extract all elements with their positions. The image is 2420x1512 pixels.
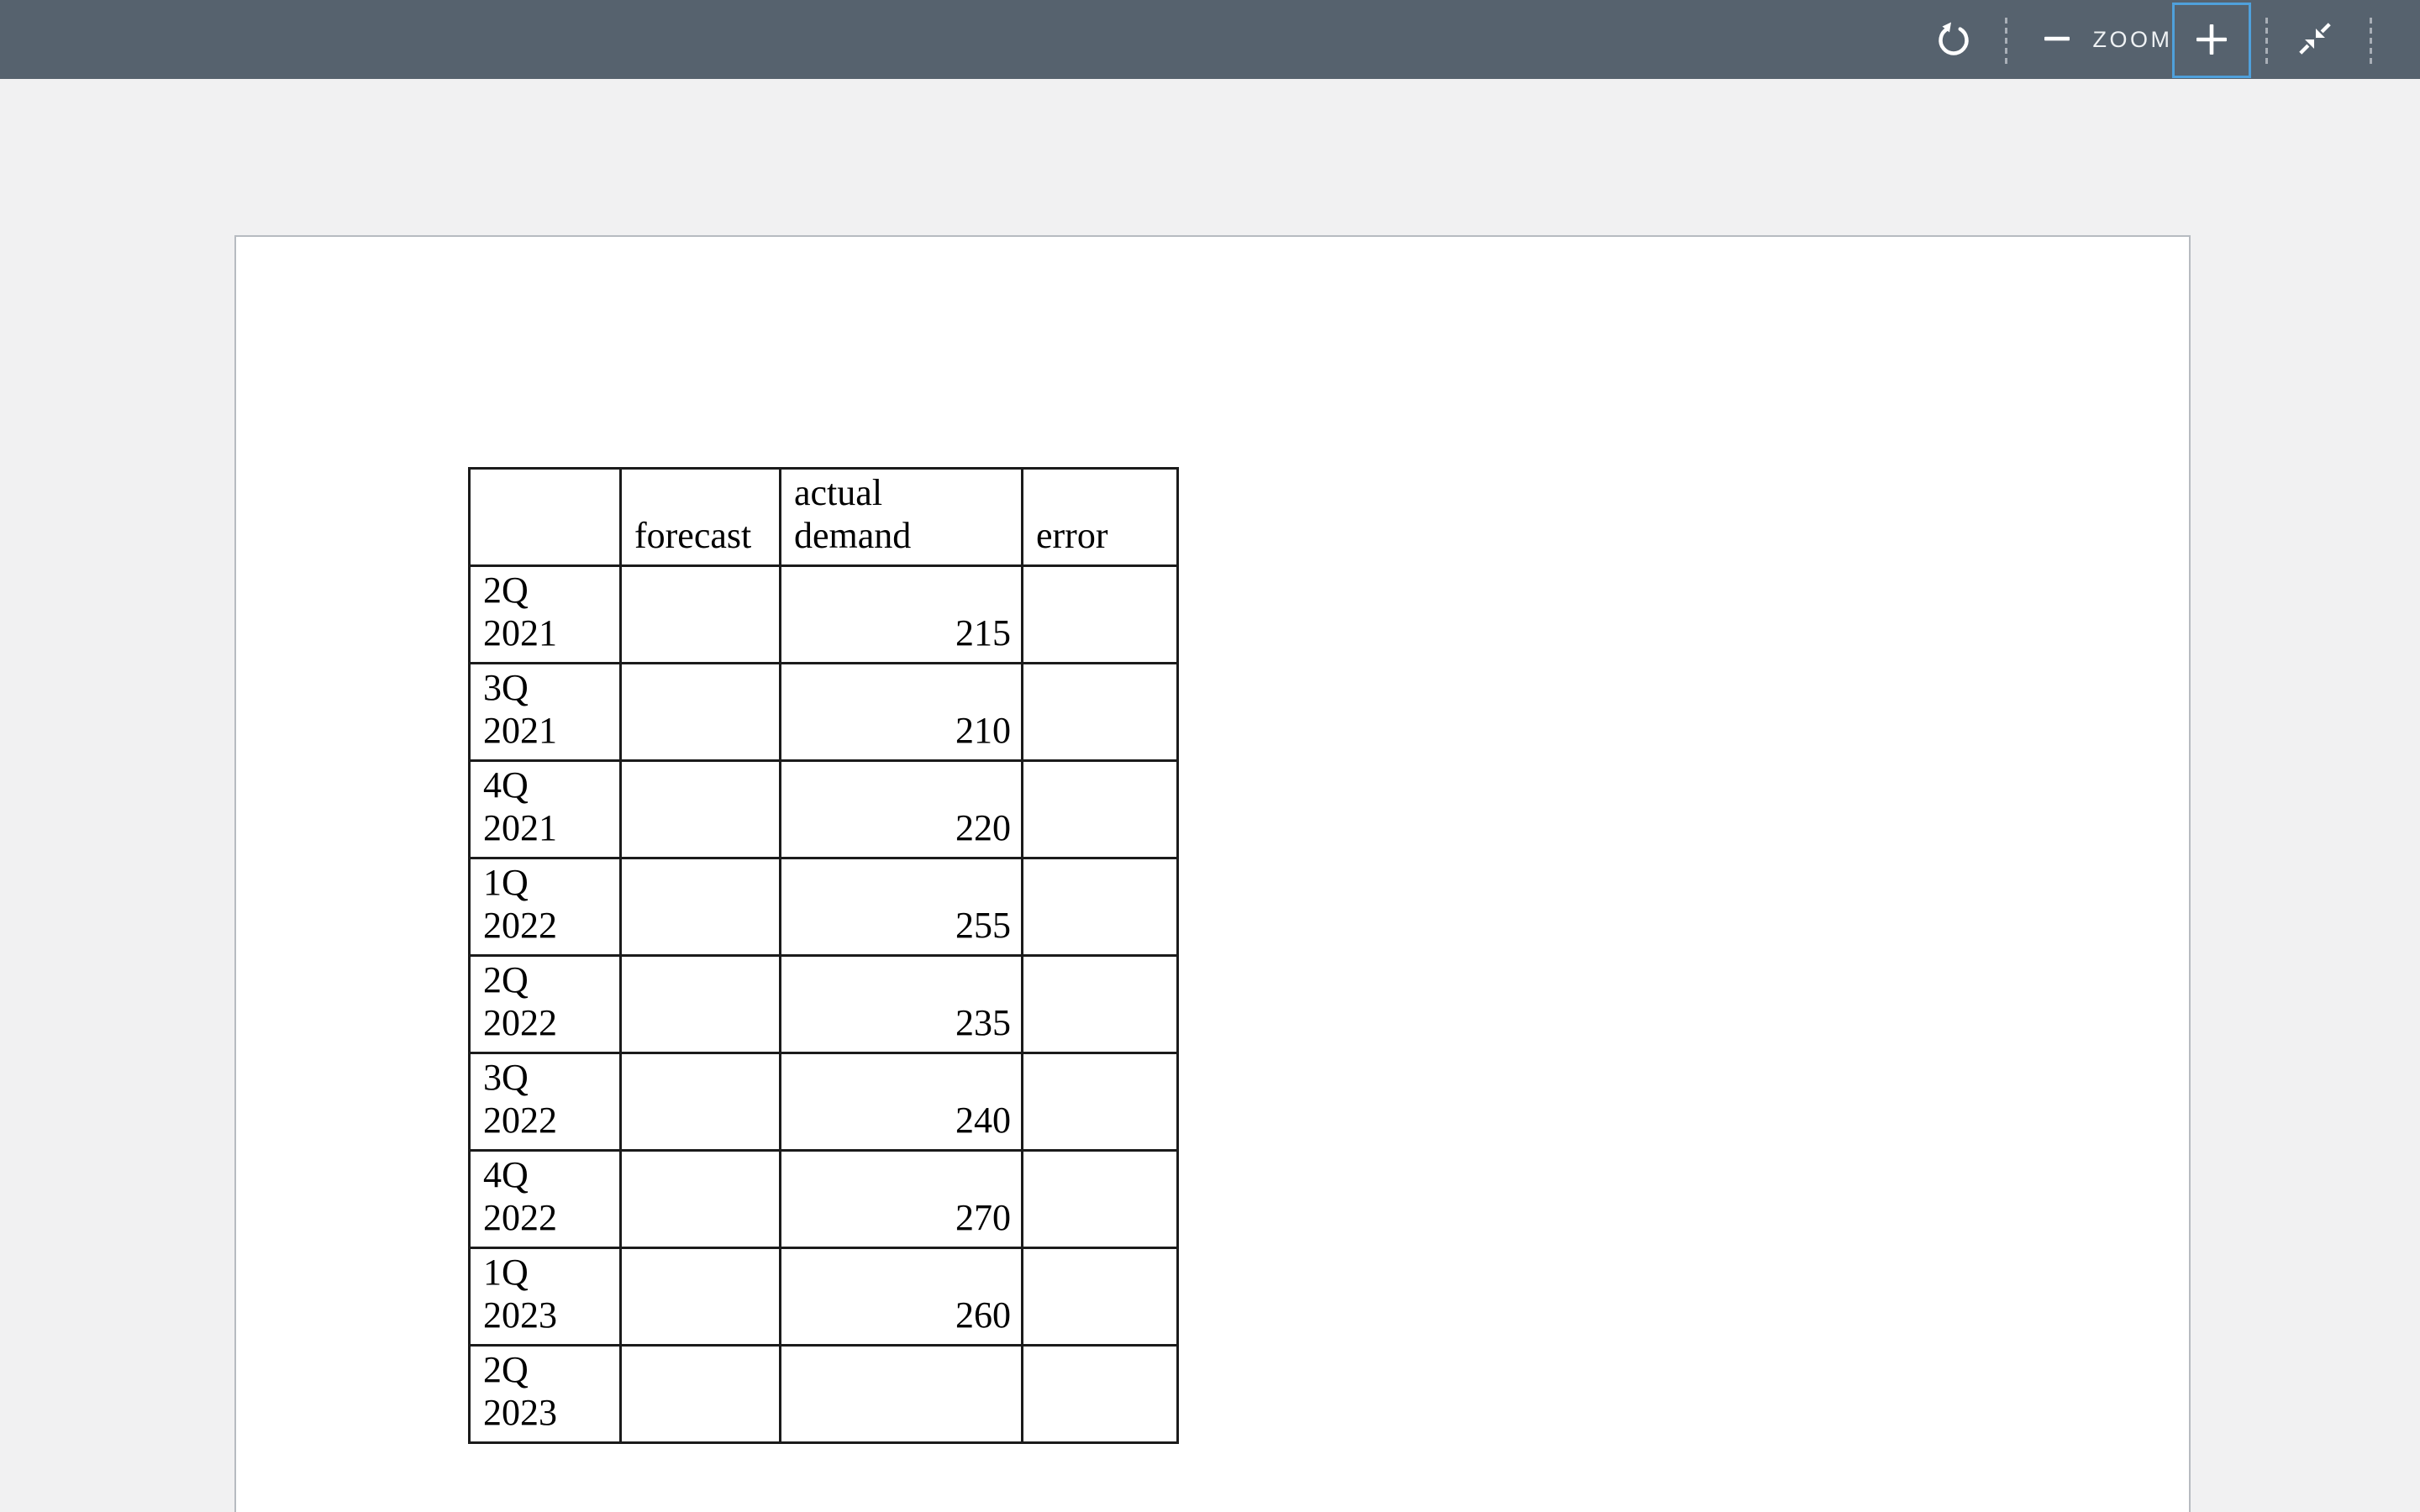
table-row: 3Q 2022 240 [468, 1052, 1179, 1152]
zoom-label: ZOOM [2092, 26, 2173, 52]
header-period [468, 467, 622, 567]
period-cell: 1Q 2022 [468, 857, 622, 957]
error-cell [1021, 662, 1179, 762]
error-cell [1021, 759, 1179, 859]
period-quarter: 2Q [483, 1349, 529, 1390]
forecast-cell [619, 1149, 781, 1249]
actual-demand-cell [779, 1344, 1023, 1444]
forecast-table: forecast actual demand error 2Q 2021 215 [468, 467, 1179, 1444]
period-cell: 2Q 2021 [468, 564, 622, 664]
actual-demand-cell: 235 [779, 954, 1023, 1054]
error-cell [1021, 857, 1179, 957]
actual-demand-cell: 240 [779, 1052, 1023, 1152]
period-quarter: 2Q [483, 570, 529, 611]
period-quarter: 2Q [483, 959, 529, 1000]
toolbar-divider [2370, 18, 2372, 65]
reset-icon [1933, 18, 1974, 61]
period-cell: 3Q 2022 [468, 1052, 622, 1152]
period-year: 2021 [483, 807, 557, 848]
forecast-cell [619, 954, 781, 1054]
zoom-out-button[interactable] [2037, 0, 2077, 79]
header-actual-demand-line2: demand [794, 515, 912, 556]
error-cell [1021, 1247, 1179, 1347]
toolbar-divider [2265, 18, 2268, 65]
period-year: 2021 [483, 710, 557, 751]
period-cell: 4Q 2021 [468, 759, 622, 859]
document-page: forecast actual demand error 2Q 2021 215 [234, 235, 2191, 1512]
table-row: 4Q 2022 270 [468, 1149, 1179, 1249]
period-year: 2023 [483, 1294, 557, 1336]
period-year: 2021 [483, 612, 557, 654]
period-quarter: 3Q [483, 1057, 529, 1098]
period-cell: 1Q 2023 [468, 1247, 622, 1347]
period-year: 2022 [483, 1002, 557, 1043]
table-row: 2Q 2023 [468, 1344, 1179, 1444]
error-cell [1021, 564, 1179, 664]
forecast-cell [619, 1052, 781, 1152]
table-row: 1Q 2022 255 [468, 857, 1179, 957]
period-cell: 2Q 2022 [468, 954, 622, 1054]
forecast-cell [619, 662, 781, 762]
table-row: 4Q 2021 220 [468, 759, 1179, 859]
table-row: 3Q 2021 210 [468, 662, 1179, 762]
actual-demand-cell: 215 [779, 564, 1023, 664]
plus-icon [2193, 21, 2230, 60]
forecast-cell [619, 857, 781, 957]
toolbar-divider [2005, 18, 2007, 65]
period-cell: 2Q 2023 [468, 1344, 622, 1444]
zoom-in-button[interactable] [2172, 3, 2251, 78]
period-year: 2022 [483, 1100, 557, 1141]
period-year: 2023 [483, 1392, 557, 1433]
period-quarter: 1Q [483, 1252, 529, 1293]
header-forecast: forecast [619, 467, 781, 567]
collapse-view-button[interactable] [2295, 0, 2335, 79]
period-quarter: 4Q [483, 764, 529, 806]
error-cell [1021, 1052, 1179, 1152]
period-quarter: 3Q [483, 667, 529, 708]
actual-demand-cell: 255 [779, 857, 1023, 957]
error-cell [1021, 1149, 1179, 1249]
minus-icon [2037, 18, 2077, 61]
table-row: 2Q 2022 235 [468, 954, 1179, 1054]
table-row: 1Q 2023 260 [468, 1247, 1179, 1347]
header-error: error [1021, 467, 1179, 567]
table-header-row: forecast actual demand error [468, 467, 1179, 567]
forecast-cell [619, 1247, 781, 1347]
header-actual-demand: actual demand [779, 467, 1023, 567]
period-quarter: 4Q [483, 1154, 529, 1195]
period-quarter: 1Q [483, 862, 529, 903]
period-cell: 3Q 2021 [468, 662, 622, 762]
header-actual-demand-line1: actual [794, 472, 883, 513]
period-year: 2022 [483, 1197, 557, 1238]
period-year: 2022 [483, 905, 557, 946]
actual-demand-cell: 260 [779, 1247, 1023, 1347]
forecast-cell [619, 564, 781, 664]
viewer-toolbar: ZOOM [0, 0, 2420, 79]
actual-demand-cell: 270 [779, 1149, 1023, 1249]
error-cell [1021, 954, 1179, 1054]
reset-zoom-button[interactable] [1933, 0, 1975, 79]
error-cell [1021, 1344, 1179, 1444]
collapse-arrows-icon [2296, 19, 2334, 60]
table-row: 2Q 2021 215 [468, 564, 1179, 664]
forecast-cell [619, 759, 781, 859]
period-cell: 4Q 2022 [468, 1149, 622, 1249]
forecast-cell [619, 1344, 781, 1444]
actual-demand-cell: 220 [779, 759, 1023, 859]
actual-demand-cell: 210 [779, 662, 1023, 762]
